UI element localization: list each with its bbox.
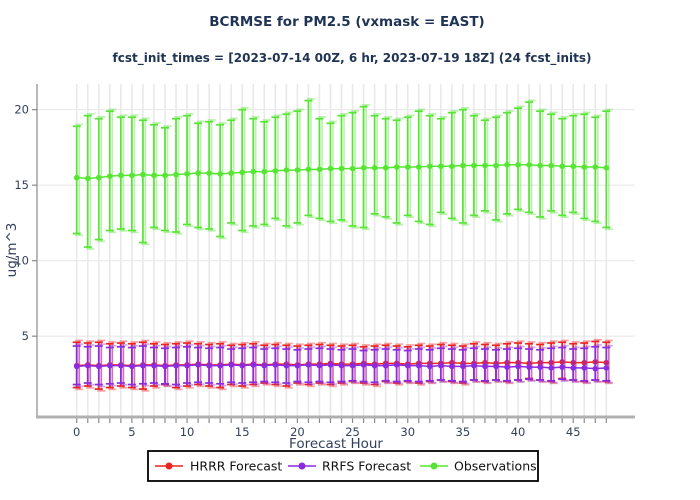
chart-title: BCRMSE for PM2.5 (vxmask = EAST)	[209, 14, 484, 30]
legend-label-hrrr: HRRR Forecast	[190, 459, 282, 474]
legend-marker-observations-icon	[430, 462, 438, 470]
chart-subtitle: fcst_init_times = [2023-07-14 00Z, 6 hr,…	[113, 51, 592, 66]
svg-text:15: 15	[14, 178, 29, 192]
legend: HRRR Forecast RRFS Forecast Observations	[147, 450, 539, 482]
svg-text:40: 40	[511, 425, 526, 439]
svg-text:25: 25	[345, 425, 360, 439]
svg-text:5: 5	[22, 329, 29, 343]
legend-item-rrfs: RRFS Forecast	[288, 459, 411, 474]
svg-text:15: 15	[235, 425, 250, 439]
svg-text:45: 45	[566, 425, 581, 439]
svg-text:20: 20	[290, 425, 305, 439]
plot-area: 5 10 15 20 0 5 10 15 20 25 30 35 40 45	[14, 84, 635, 439]
svg-text:20: 20	[14, 103, 29, 117]
svg-text:35: 35	[456, 425, 471, 439]
svg-text:30: 30	[400, 425, 415, 439]
legend-marker-rrfs-icon	[298, 462, 306, 470]
legend-item-hrrr: HRRR Forecast	[155, 459, 282, 474]
legend-label-rrfs: RRFS Forecast	[322, 459, 411, 474]
y-axis-label: ug/m^3	[4, 223, 20, 278]
legend-marker-hrrr-icon	[165, 462, 173, 470]
legend-box	[147, 450, 539, 482]
svg-text:10: 10	[14, 254, 29, 268]
x-axis-label: Forecast Hour	[289, 436, 383, 452]
legend-item-observations: Observations	[420, 459, 537, 474]
svg-text:5: 5	[128, 425, 135, 439]
svg-text:10: 10	[180, 425, 195, 439]
legend-label-observations: Observations	[454, 459, 537, 474]
svg-text:0: 0	[73, 425, 80, 439]
